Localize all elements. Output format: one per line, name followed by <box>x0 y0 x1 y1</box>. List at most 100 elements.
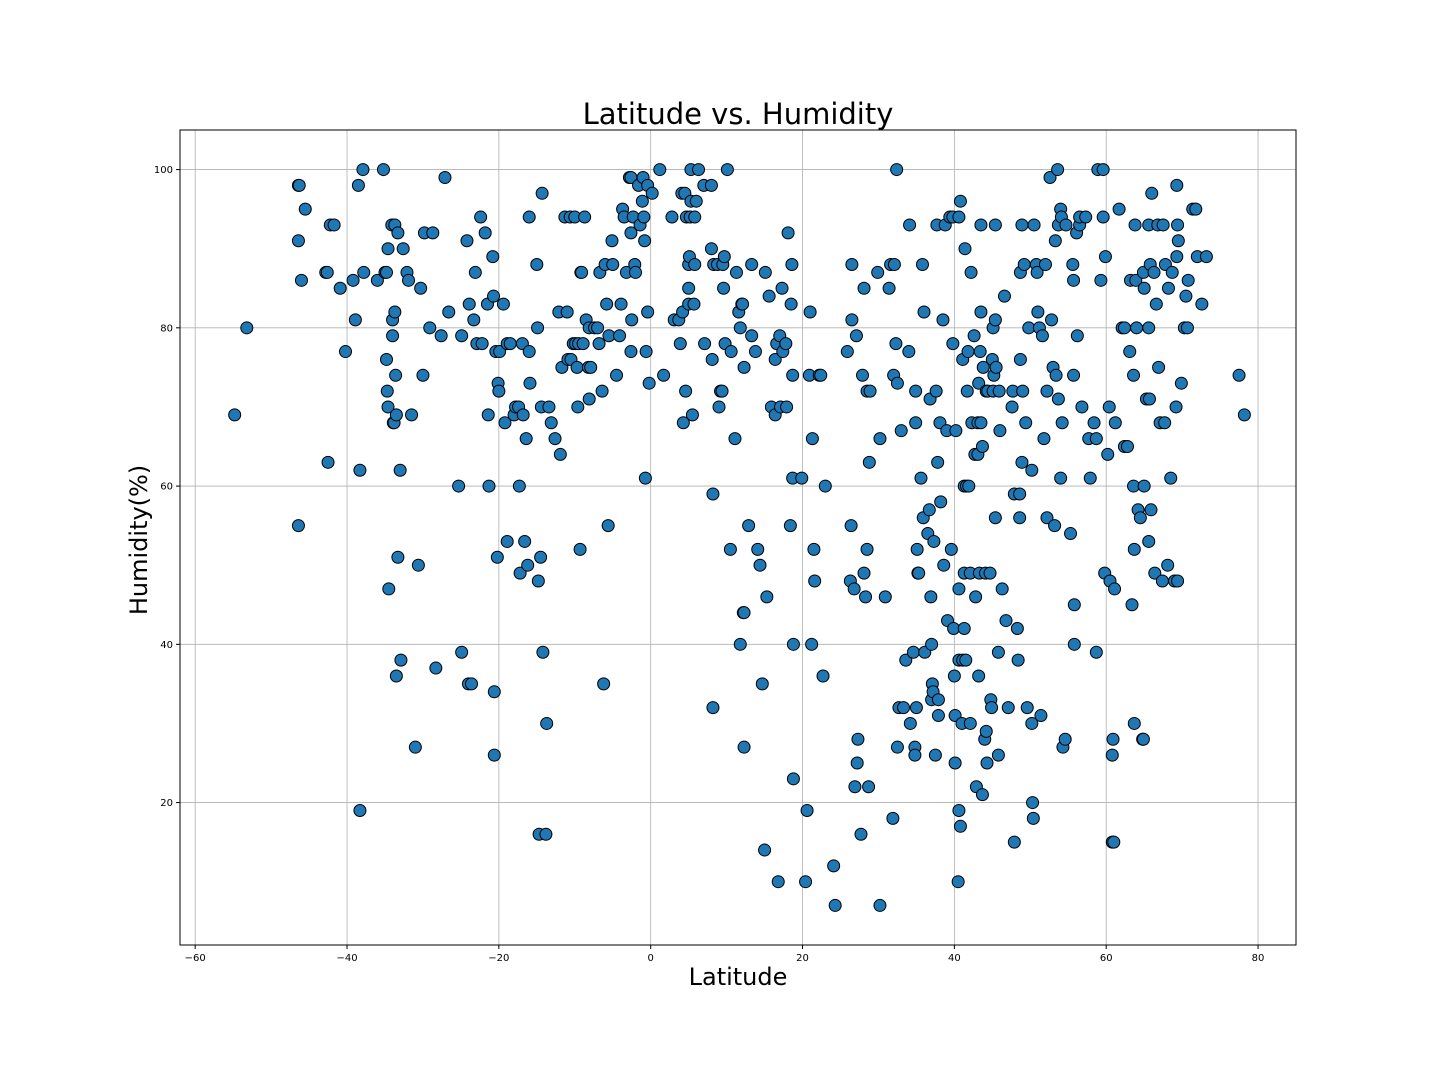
x-tick-label: −40 <box>336 953 357 964</box>
data-point <box>1067 368 1081 382</box>
data-point <box>1171 218 1185 232</box>
data-point <box>1094 273 1108 287</box>
y-tick-label: 40 <box>160 640 173 651</box>
data-point <box>321 455 335 469</box>
data-point <box>605 234 619 248</box>
data-point <box>1054 471 1068 485</box>
y-tick-label: 100 <box>154 165 173 176</box>
data-point <box>1051 163 1065 177</box>
data-point <box>786 368 800 382</box>
data-point <box>416 368 430 382</box>
data-point <box>1051 392 1065 406</box>
data-point <box>487 685 501 699</box>
data-point <box>429 661 443 675</box>
data-point <box>613 329 627 343</box>
data-point <box>733 637 747 651</box>
data-point <box>807 542 821 556</box>
data-point <box>760 590 774 604</box>
data-point <box>857 281 871 295</box>
data-point <box>357 265 371 279</box>
data-point <box>742 519 756 533</box>
data-point <box>1158 416 1172 430</box>
data-point <box>1155 574 1169 588</box>
data-point <box>910 542 924 556</box>
data-point <box>1165 265 1179 279</box>
data-point <box>985 701 999 715</box>
data-point <box>745 258 759 272</box>
data-point <box>452 479 466 493</box>
data-point <box>1101 447 1115 461</box>
data-point <box>455 645 469 659</box>
data-point <box>988 313 1002 327</box>
data-point <box>1145 186 1159 200</box>
data-point <box>614 297 628 311</box>
data-point <box>414 281 428 295</box>
data-point <box>298 202 312 216</box>
data-point <box>783 519 797 533</box>
data-point <box>434 329 448 343</box>
data-point <box>1045 313 1059 327</box>
data-point <box>862 455 876 469</box>
data-point <box>1130 321 1144 335</box>
data-point <box>780 400 794 414</box>
data-point <box>1161 558 1175 572</box>
data-point <box>947 669 961 683</box>
data-point <box>1011 653 1025 667</box>
data-point <box>389 408 403 422</box>
data-point <box>816 669 830 683</box>
data-point <box>460 234 474 248</box>
data-point <box>467 313 481 327</box>
data-point <box>1136 732 1150 746</box>
data-point <box>1040 384 1054 398</box>
data-point <box>503 337 517 351</box>
grid-lines <box>180 130 1296 945</box>
data-point <box>1096 210 1110 224</box>
data-point <box>844 519 858 533</box>
data-point <box>972 669 986 683</box>
data-point <box>1127 716 1141 730</box>
data-point <box>989 360 1003 374</box>
data-point <box>828 898 842 912</box>
data-point <box>1015 218 1029 232</box>
data-point <box>937 558 951 572</box>
data-point <box>1030 265 1044 279</box>
data-point <box>637 210 651 224</box>
data-point <box>423 321 437 335</box>
data-point <box>519 432 533 446</box>
data-point <box>539 827 553 841</box>
data-point <box>595 384 609 398</box>
chart-title: Latitude vs. Humidity <box>583 97 894 131</box>
data-point <box>496 297 510 311</box>
data-point <box>1013 511 1027 525</box>
data-point <box>1195 297 1209 311</box>
data-point <box>1137 281 1151 295</box>
data-point <box>685 408 699 422</box>
data-point <box>1007 835 1021 849</box>
data-point <box>785 258 799 272</box>
data-point <box>1189 202 1203 216</box>
data-point <box>1043 170 1057 184</box>
data-point <box>535 186 549 200</box>
data-point <box>575 265 589 279</box>
data-point <box>972 376 986 390</box>
data-point <box>705 352 719 366</box>
data-point <box>1067 637 1081 651</box>
data-point <box>544 416 558 430</box>
data-point <box>481 408 495 422</box>
data-point <box>465 677 479 691</box>
data-point <box>405 408 419 422</box>
data-point <box>961 345 975 359</box>
data-point <box>391 226 405 240</box>
data-point <box>873 898 887 912</box>
data-point <box>1031 305 1045 319</box>
data-point <box>1129 273 1143 287</box>
data-point <box>333 281 347 295</box>
data-point <box>1096 163 1110 177</box>
data-point <box>890 740 904 754</box>
data-point <box>915 258 929 272</box>
data-point <box>381 242 395 256</box>
data-point <box>706 487 720 501</box>
data-point <box>228 408 242 422</box>
data-point <box>408 740 422 754</box>
data-point <box>924 590 938 604</box>
